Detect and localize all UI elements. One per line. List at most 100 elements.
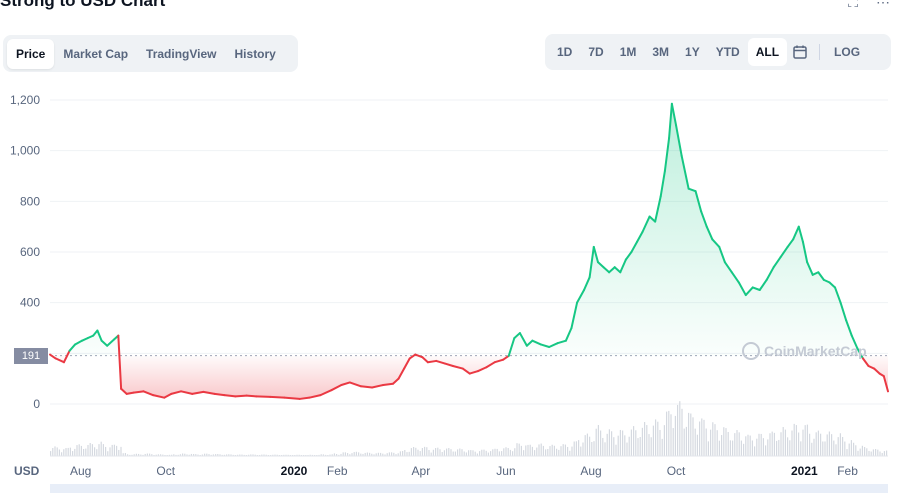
- price-segment: [723, 261, 733, 274]
- tab-history[interactable]: History: [234, 46, 276, 61]
- volume-bar: [492, 449, 494, 456]
- volume-bar: [415, 447, 417, 456]
- range-ytd[interactable]: YTD: [715, 45, 740, 59]
- tab-tradingview[interactable]: TradingView: [146, 46, 217, 61]
- volume-bar: [342, 452, 344, 456]
- price-segment: [668, 102, 673, 139]
- volume-bar: [193, 454, 195, 456]
- price-segment: [570, 301, 579, 329]
- volume-bar: [351, 453, 353, 456]
- price-segment: [62, 349, 71, 364]
- price-segment: [882, 375, 889, 393]
- price-segment: [269, 395, 286, 399]
- more-icon[interactable]: ⋯: [876, 0, 890, 10]
- volume-bar: [855, 445, 857, 456]
- chart-navigator[interactable]: [50, 484, 888, 493]
- price-area-fill: [50, 103, 888, 399]
- volume-bar: [716, 430, 718, 456]
- price-segment: [758, 278, 768, 291]
- price-segment: [867, 365, 876, 370]
- volume-bar: [190, 453, 192, 456]
- price-segment: [608, 266, 616, 274]
- calendar-icon[interactable]: [793, 45, 807, 59]
- volume-bar: [386, 453, 388, 456]
- x-tick-label: Jun: [496, 464, 515, 478]
- volume-bar: [604, 442, 606, 456]
- volume-bar: [791, 430, 793, 456]
- log-scale-toggle[interactable]: LOG: [834, 45, 861, 59]
- volume-bar: [637, 438, 639, 456]
- price-segment: [845, 319, 853, 337]
- volume-bar: [652, 425, 654, 456]
- volume-bar: [329, 454, 331, 456]
- y-tick-label: 1,200: [10, 93, 40, 107]
- volume-bar: [388, 452, 390, 456]
- x-tick-label: Aug: [580, 464, 601, 478]
- volume-bar: [672, 428, 674, 456]
- price-segment: [120, 387, 128, 395]
- price-segment: [861, 357, 870, 367]
- volume-bar: [536, 447, 538, 456]
- range-7d[interactable]: 7D: [588, 45, 604, 59]
- volume-bar: [254, 454, 256, 456]
- price-segment: [718, 245, 726, 264]
- volume-bar: [558, 449, 560, 456]
- volume-bar: [89, 443, 91, 456]
- volume-bar: [109, 447, 111, 456]
- price-segment: [348, 381, 362, 388]
- volume-bar: [443, 450, 445, 456]
- chart-title: Strong to USD Chart: [0, 0, 166, 10]
- volume-bar: [850, 440, 852, 456]
- price-segment: [86, 334, 95, 340]
- range-all[interactable]: ALL: [747, 38, 788, 66]
- volume-bar: [580, 446, 582, 456]
- range-3m[interactable]: 3M: [652, 45, 670, 59]
- volume-bar: [712, 422, 714, 456]
- range-1m[interactable]: 1M: [619, 45, 637, 59]
- volume-bar: [707, 441, 709, 456]
- fullscreen-icon[interactable]: ⛶: [848, 0, 858, 10]
- currency-label: USD: [14, 464, 40, 478]
- volume-bar: [864, 447, 866, 456]
- volume-bar: [144, 453, 146, 456]
- price-segment: [330, 384, 343, 392]
- price-segment: [850, 334, 859, 350]
- range-1y[interactable]: 1Y: [685, 45, 700, 59]
- volume-bar: [102, 444, 104, 456]
- volume-bar: [241, 454, 243, 456]
- volume-bar: [309, 454, 311, 456]
- volume-bar: [360, 453, 362, 456]
- price-segment: [421, 356, 429, 364]
- price-segment: [74, 339, 84, 346]
- volume-bar: [582, 442, 584, 456]
- volume-bar: [377, 452, 379, 456]
- range-1d[interactable]: 1D: [557, 45, 573, 59]
- price-segment: [507, 337, 516, 357]
- tab-market-cap[interactable]: Market Cap: [63, 46, 129, 61]
- volume-bar: [250, 454, 252, 456]
- volume-bar: [727, 431, 729, 456]
- volume-bar: [384, 454, 386, 456]
- volume-bar: [230, 454, 232, 456]
- volume-bar: [745, 436, 747, 456]
- x-tick-label: Oct: [156, 464, 175, 478]
- price-segment: [765, 266, 775, 281]
- volume-bar: [162, 454, 164, 456]
- volume-bar: [857, 450, 859, 456]
- volume-bar: [393, 452, 395, 456]
- price-segment: [744, 286, 754, 297]
- volume-bar: [133, 454, 135, 456]
- volume-bar: [529, 444, 531, 456]
- price-segment: [811, 271, 820, 276]
- area-below-baseline: [50, 355, 888, 399]
- volume-bar: [767, 439, 769, 456]
- price-segment: [772, 256, 782, 269]
- price-segment: [619, 258, 627, 274]
- tab-price[interactable]: Price: [7, 38, 55, 69]
- volume-bar: [778, 439, 780, 456]
- price-segment: [654, 195, 662, 223]
- price-segment: [371, 384, 385, 389]
- volume-bar: [481, 449, 483, 456]
- watermark: CoinMarketCap: [742, 342, 867, 360]
